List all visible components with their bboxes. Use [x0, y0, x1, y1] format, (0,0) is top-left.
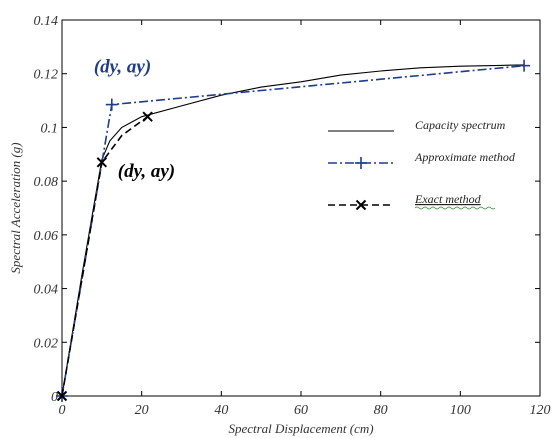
- x-tick-label: 0: [59, 403, 66, 418]
- data-point-exact-method-b: [142, 111, 153, 122]
- legend-marker-exact-method-b: [355, 199, 367, 211]
- x-tick-label: 60: [294, 403, 308, 418]
- legend-item-exact-method: Exact method: [328, 192, 482, 211]
- legend-label-capacity-spectrum: Capacity spectrum: [415, 118, 506, 132]
- legend-label-exact-method: Exact method: [414, 192, 482, 206]
- annotation-dy-ay: (dy, ay): [118, 161, 175, 182]
- data-point-exact-method: [56, 390, 68, 402]
- series-line-capacity-spectrum: [61, 64, 525, 397]
- data-point-approximate-method: [105, 98, 118, 111]
- legend-item-approximate-method: Approximate method: [328, 150, 516, 169]
- x-tick-label: 20: [135, 403, 149, 418]
- legend-item-capacity-spectrum: Capacity spectrum: [328, 118, 506, 132]
- spellcheck-underline: [414, 206, 496, 210]
- annotation-dy-ay: (dy, ay): [94, 56, 151, 77]
- x-tick-label: 120: [530, 403, 551, 418]
- y-tick-label: 0.14: [34, 14, 59, 29]
- data-point-exact-method-b: [56, 390, 68, 402]
- x-axis-label: Spectral Displacement (cm): [228, 421, 373, 436]
- legend-marker-exact-method: [355, 199, 367, 211]
- y-tick-label: 0.1: [41, 121, 59, 136]
- data-point-approximate-method: [518, 59, 531, 72]
- series-line-approximate-method: [61, 64, 525, 397]
- x-tick-label: 80: [374, 403, 388, 418]
- data-point-exact-method: [142, 111, 153, 122]
- y-tick-label: 0.04: [34, 283, 59, 298]
- data-point-exact-method: [96, 157, 108, 168]
- y-tick-label: 0: [51, 390, 58, 405]
- y-tick-label: 0.08: [34, 175, 59, 190]
- y-tick-label: 0.02: [34, 336, 59, 351]
- legend-marker-approximate-method: [355, 157, 367, 169]
- data-point-exact-method-b: [96, 157, 108, 168]
- series-line-exact-method: [61, 116, 149, 397]
- y-tick-label: 0.06: [34, 229, 59, 244]
- y-tick-label: 0.12: [34, 68, 59, 83]
- legend-label-approximate-method: Approximate method: [414, 150, 516, 164]
- x-tick-label: 100: [450, 403, 471, 418]
- x-tick-label: 40: [214, 403, 228, 418]
- y-axis-label: Spectral Acceleration (g): [8, 142, 23, 273]
